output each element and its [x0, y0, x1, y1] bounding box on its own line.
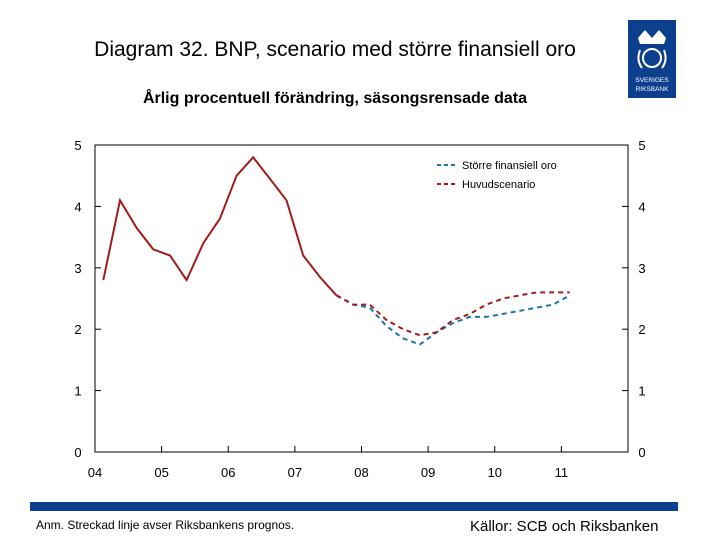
y-tick-label-left: 4 [74, 199, 81, 214]
series-line-0 [336, 294, 571, 346]
y-tick-label-right: 0 [638, 445, 645, 460]
y-tick-label-right: 4 [638, 199, 645, 214]
logo-text-line1: SVERIGES [635, 77, 669, 84]
x-tick-label: 11 [555, 465, 569, 480]
footer-bar [30, 502, 678, 511]
riksbank-crest-icon: SVERIGES RIKSBANK [628, 20, 676, 98]
x-tick-label: 07 [288, 465, 302, 480]
y-tick-label-left: 5 [74, 138, 81, 153]
y-tick-label-left: 0 [74, 445, 81, 460]
x-tick-label: 05 [154, 465, 168, 480]
x-tick-label: 10 [488, 465, 502, 480]
logo-text-line2: RIKSBANK [636, 86, 670, 93]
legend-label-1: Huvudscenario [462, 179, 535, 191]
y-tick-label-right: 2 [638, 322, 645, 337]
crest-wings [637, 49, 667, 69]
y-tick-label-right: 3 [638, 261, 645, 276]
chart-title: Diagram 32. BNP, scenario med större fin… [94, 38, 576, 61]
crown-shape [638, 30, 666, 44]
x-tick-label: 09 [421, 465, 435, 480]
y-tick-label-left: 3 [74, 261, 81, 276]
outcome-line [102, 155, 338, 297]
source-text: Källor: SCB och Riksbanken [470, 518, 659, 535]
y-tick-label-left: 1 [74, 384, 81, 399]
plot-frame [94, 144, 629, 453]
logo-background [628, 20, 676, 98]
y-tick-label-right: 5 [638, 138, 645, 153]
y-tick-label-left: 2 [74, 322, 81, 337]
crest-ring [642, 48, 662, 68]
x-tick-label: 06 [221, 465, 235, 480]
series-line-1 [336, 291, 570, 337]
footnote: Anm. Streckad linje avser Riksbankens pr… [36, 518, 295, 532]
legend-label-0: Större finansiell oro [462, 160, 557, 172]
chart-subtitle: Årlig procentuell förändring, säsongsren… [142, 90, 528, 107]
x-tick-label: 08 [354, 465, 368, 480]
y-tick-label-right: 1 [638, 384, 645, 399]
x-tick-label: 04 [88, 465, 102, 480]
